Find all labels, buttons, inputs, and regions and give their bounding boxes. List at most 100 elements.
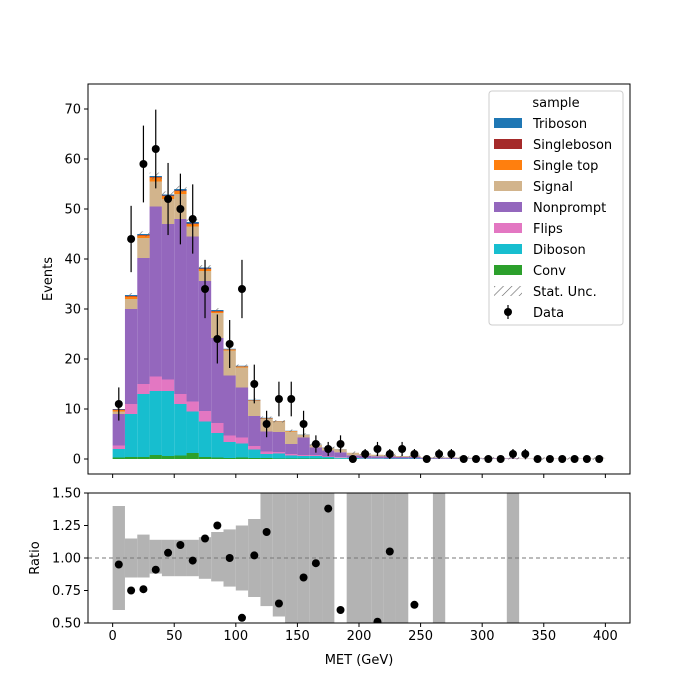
data-point xyxy=(422,455,431,463)
ratio-point xyxy=(188,556,197,565)
ratio-point xyxy=(385,547,394,556)
bar-conv xyxy=(248,458,261,459)
stat-unc-band xyxy=(346,451,359,454)
bar-conv xyxy=(272,458,286,459)
stat-unc-band xyxy=(211,308,224,312)
bar-diboson xyxy=(334,457,347,459)
legend-label-singleboson: Singleboson xyxy=(533,138,612,153)
bar-nonprompt xyxy=(174,219,187,394)
data-point xyxy=(299,420,308,428)
bar-diboson xyxy=(371,458,384,459)
data-point xyxy=(410,450,419,458)
data-point xyxy=(139,160,148,168)
bar-signal xyxy=(137,238,150,258)
bar-flips xyxy=(260,451,273,454)
ratio-unc-band xyxy=(309,493,323,623)
data-point xyxy=(274,395,283,403)
data-point xyxy=(114,400,123,408)
data-point xyxy=(324,445,333,453)
data-point xyxy=(398,445,407,453)
bar-flips xyxy=(198,411,212,422)
bar-nonprompt xyxy=(137,258,150,384)
bar-diboson xyxy=(223,442,236,458)
legend-swatch-nonprompt xyxy=(494,202,522,212)
data-point xyxy=(237,285,246,293)
data-point xyxy=(447,450,456,458)
data-point xyxy=(508,450,517,458)
data-point xyxy=(176,205,185,213)
data-point xyxy=(545,455,554,463)
data-point xyxy=(287,395,296,403)
bar-diboson xyxy=(297,456,310,459)
stat-unc-band xyxy=(137,231,150,237)
ratio-y-axis-label: Ratio xyxy=(28,541,43,574)
bar-flips xyxy=(174,394,187,404)
legend-label-stat-unc: Stat. Unc. xyxy=(533,285,597,300)
ratio-point xyxy=(299,573,308,582)
ratio-unc-band xyxy=(198,537,212,579)
bar-conv xyxy=(297,458,310,459)
ratio-plot-panel: 0.50 0.75 1.00 1.25 1.50 0 50 100 150 200 250 300 3… xyxy=(28,472,631,668)
bar-diboson xyxy=(285,455,298,459)
bar-flips xyxy=(309,455,323,456)
data-point xyxy=(521,450,530,458)
ratio-unc-band xyxy=(346,493,359,623)
ratio-unc-band xyxy=(149,539,162,574)
bar-conv xyxy=(137,457,150,459)
y-tick-label: 70 xyxy=(64,103,81,118)
bar-signal xyxy=(235,367,249,388)
data-point xyxy=(225,340,234,348)
legend-box xyxy=(488,90,624,326)
y-tick-label: 50 xyxy=(64,203,81,218)
y-tick-label: 60 xyxy=(64,153,81,168)
bar-nonprompt xyxy=(371,456,384,459)
ratio-point xyxy=(213,521,222,530)
legend-label-triboson: Triboson xyxy=(532,117,587,132)
x-tick-label: 350 xyxy=(531,629,556,644)
ratio-unc-band xyxy=(211,532,224,582)
data-point xyxy=(570,455,579,463)
x-tick-label: 250 xyxy=(408,629,433,644)
data-point xyxy=(213,335,222,343)
bar-nonprompt xyxy=(124,309,138,404)
bar-flips xyxy=(211,423,224,433)
bar-nonprompt xyxy=(161,224,175,380)
x-tick-label: 400 xyxy=(593,629,618,644)
data-point xyxy=(201,285,210,293)
bar-diboson xyxy=(235,443,249,458)
bar-conv xyxy=(186,453,199,459)
bar-diboson xyxy=(186,411,199,453)
legend: sample Triboson Singleboson Single top Sign… xyxy=(488,90,624,326)
data-point xyxy=(435,450,444,458)
legend-swatch-single-top xyxy=(494,160,522,170)
bar-diboson xyxy=(248,449,261,458)
data-point xyxy=(164,195,173,203)
legend-label-conv: Conv xyxy=(533,264,566,279)
bar-nonprompt xyxy=(223,375,236,436)
stat-unc-band xyxy=(124,293,138,297)
y-tick-label: 10 xyxy=(64,403,81,418)
y-axis-label: Events xyxy=(41,257,56,301)
bar-flips xyxy=(322,456,335,457)
bar-signal xyxy=(149,181,162,207)
bar-conv xyxy=(174,455,187,459)
ratio-point xyxy=(139,585,148,594)
ratio-unc-band xyxy=(235,525,249,591)
main-plot-panel: 0 10 20 30 40 50 60 70 Events xyxy=(41,83,631,478)
legend-marker-data xyxy=(504,308,512,316)
bar-diboson xyxy=(174,404,187,456)
ratio-point xyxy=(287,472,295,480)
bar-diboson xyxy=(149,391,162,455)
ratio-point xyxy=(250,551,259,560)
bar-flips xyxy=(235,437,249,444)
ratio-y-tick-label: 0.50 xyxy=(52,617,81,632)
ratio-point xyxy=(336,606,345,614)
bar-nonprompt xyxy=(297,437,310,455)
bar-flips xyxy=(124,404,138,414)
ratio-point xyxy=(262,528,271,536)
ratio-y-tick-label: 1.25 xyxy=(52,519,81,534)
data-point xyxy=(311,440,320,448)
bar-diboson xyxy=(260,454,273,458)
bar-flips xyxy=(285,454,298,456)
ratio-point xyxy=(237,613,246,622)
